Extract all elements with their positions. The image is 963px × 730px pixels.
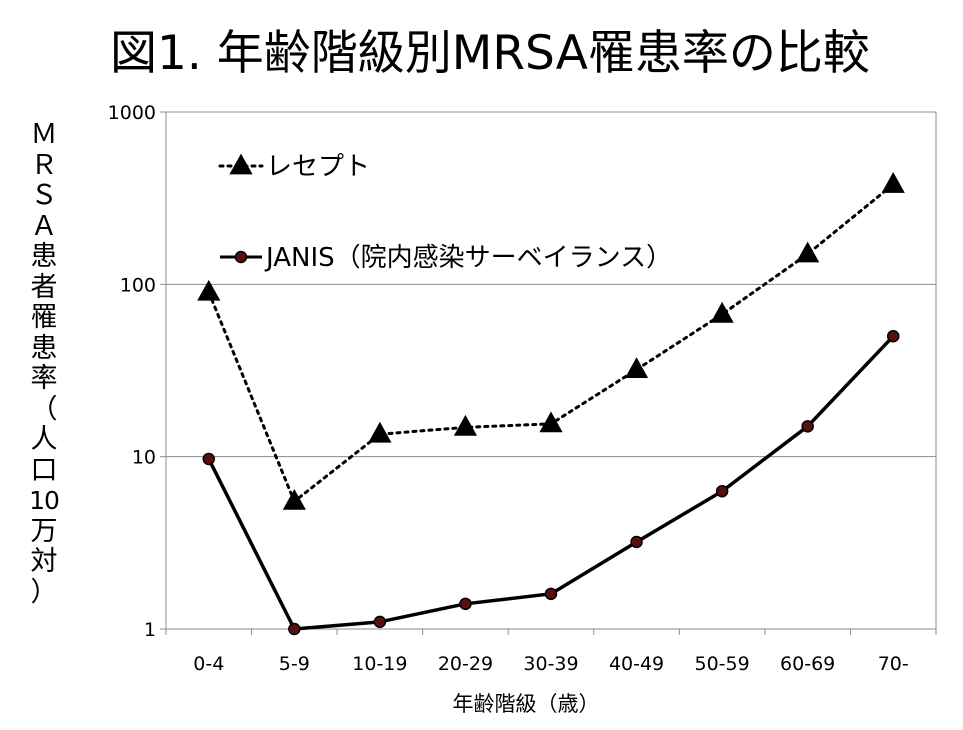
y-axis-label-char: 者 [30,271,58,303]
y-axis-label-char: 率 [30,363,58,394]
series-line [207,335,895,631]
y-axis-label: Ｍ Ｒ Ｓ Ａ 患者罹患率（人口 10 万対） [18,119,70,640]
plot-area-border [165,111,937,630]
y-axis-label-char: 患 [30,241,58,272]
x-tick-label: 70- [878,653,909,675]
y-tick-label: 100 [120,274,156,296]
legend-marker-triangle [229,153,253,175]
y-axis-label-char: 10 [29,486,60,515]
x-tick-labels: 0-4 5-9 10-19 20-29 30-39 40-49 50-59 60-69 70- [193,653,908,675]
y-tick-label: 1000 [108,102,156,124]
series-janis [202,329,900,636]
y-axis-label-char: Ｍ [30,119,58,150]
series-line [207,182,895,503]
y-tick-label: 1 [144,619,156,641]
data-point-circle [886,329,900,343]
data-point-circle [630,535,643,549]
y-axis-label-char: 万 [30,515,58,547]
y-axis-label-char: ） [30,576,58,608]
series-receipt [197,172,905,510]
data-point-circle [288,622,301,636]
legend: レセプト JANIS（院内感染サーベイランス） [218,152,672,273]
y-axis-label-char: 対 [30,546,58,577]
legend-label: JANIS（院内感染サーベイランス） [264,243,672,273]
data-point-circle [202,452,216,466]
x-tick-label: 40-49 [609,653,664,675]
data-point-circle [373,615,387,629]
data-point-triangle [539,411,563,433]
data-point-triangle [796,241,820,263]
y-axis-label-char: 人 [30,424,58,455]
data-point-circle [544,587,558,601]
x-tick-label: 10-19 [352,653,407,675]
x-tick-label: 60-69 [780,653,835,675]
data-point-triangle [710,301,734,323]
y-axis-label-char: （ [30,393,58,425]
data-point-triangle [197,279,221,301]
series-layer [197,172,905,636]
y-axis-label-char: Ａ [30,210,58,242]
y-tick-label: 10 [132,447,156,469]
axes [160,111,937,635]
data-point-circle [715,484,729,498]
x-tick-label: 0-4 [193,653,224,675]
y-axis-label-char: 口 [30,454,58,486]
slide-title: 図1. 年齢階級別MRSA罹患率の比較 [110,26,870,81]
data-point-circle [801,420,814,433]
data-point-triangle [282,489,306,510]
x-axis-label: 年齢階級（歳） [453,692,600,716]
y-axis-label-char: Ｒ [30,149,58,181]
legend-marker-circle [234,250,248,264]
data-point-circle [459,597,472,611]
x-tick-label: 20-29 [438,653,493,675]
x-tick-label: 30-39 [523,653,578,675]
legend-label: レセプト [266,152,370,182]
data-point-triangle [624,357,649,379]
y-axis-label-char: 患 [30,332,58,364]
y-axis-label-char: Ｓ [30,180,58,211]
x-tick-label: 50-59 [695,653,750,675]
data-point-triangle [453,414,478,436]
data-point-triangle [368,421,392,443]
data-point-triangle [881,172,905,193]
y-axis-label-char: 罹 [30,302,58,333]
y-tick-labels: 1 10 100 1000 [108,102,156,641]
x-tick-label: 5-9 [279,653,310,675]
